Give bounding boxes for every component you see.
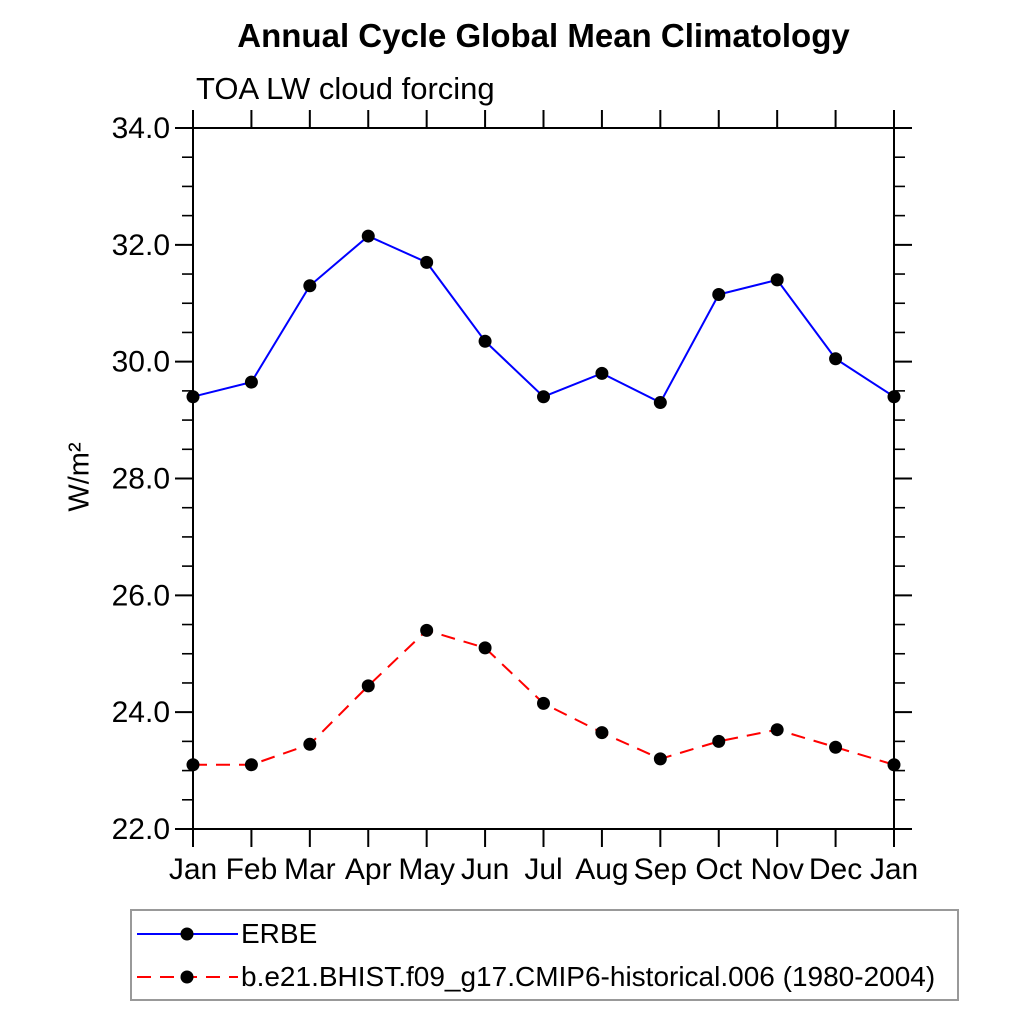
data-point (829, 740, 843, 754)
data-point (361, 229, 375, 243)
x-tick-label: Mar (284, 853, 336, 886)
data-point (770, 723, 784, 737)
legend-sample-marker (180, 927, 194, 940)
legend-item-erbe: ERBE (137, 912, 957, 955)
legend-line-sample-solid (137, 927, 238, 940)
data-point (595, 726, 609, 740)
data-point (712, 734, 726, 748)
x-tick-label: Oct (695, 853, 742, 886)
x-tick-label: Jun (461, 853, 509, 886)
legend-label-erbe: ERBE (241, 917, 318, 949)
data-point (420, 255, 434, 269)
data-point (303, 737, 317, 751)
x-tick-label: Dec (809, 853, 862, 886)
x-tick-label: Jan (169, 853, 217, 886)
data-point (537, 390, 550, 404)
data-point (829, 352, 843, 366)
y-tick-label: 28.0 (112, 463, 170, 496)
data-point (770, 273, 784, 287)
data-point (303, 279, 317, 293)
data-point (186, 390, 200, 404)
axis-box (192, 127, 895, 830)
x-tick-label: Feb (226, 853, 278, 886)
legend-line-sample-dashed (137, 970, 238, 983)
data-point (186, 758, 200, 772)
data-point (653, 396, 667, 410)
data-point (478, 641, 492, 655)
y-tick-label: 30.0 (112, 346, 170, 379)
x-tick-label: Aug (575, 853, 628, 886)
legend-item-model: b.e21.BHIST.f09_g17.CMIP6-historical.006… (137, 955, 957, 998)
data-point (887, 390, 901, 404)
data-point (244, 758, 258, 772)
x-tick-label: Jul (524, 853, 562, 886)
y-tick-label: 26.0 (112, 579, 170, 612)
x-tick-label: May (398, 853, 455, 886)
data-point (537, 696, 550, 710)
y-tick-label: 22.0 (112, 813, 170, 846)
data-point (887, 758, 901, 772)
x-tick-label: Nov (750, 853, 803, 886)
y-tick-label: 34.0 (112, 112, 170, 145)
data-point (653, 752, 667, 766)
data-point (478, 334, 492, 348)
x-tick-label: Sep (634, 853, 687, 886)
data-point (361, 679, 375, 693)
legend-sample-marker (180, 970, 194, 983)
data-point (244, 375, 258, 389)
legend: ERBE b.e21.BHIST.f09_g17.CMIP6-historica… (130, 909, 959, 1001)
x-tick-label: Apr (345, 853, 392, 886)
data-point (595, 366, 609, 380)
data-point (420, 623, 434, 637)
x-tick-label: Jan (870, 853, 918, 886)
chart-title: Annual Cycle Global Mean Climatology (237, 17, 850, 54)
y-tick-label: 24.0 (112, 696, 170, 729)
series-line-0 (192, 234, 895, 404)
data-point (712, 287, 726, 301)
legend-label-model: b.e21.BHIST.f09_g17.CMIP6-historical.006… (241, 960, 936, 992)
chart-subtitle: TOA LW cloud forcing (196, 71, 495, 106)
y-tick-label: 32.0 (112, 229, 170, 262)
